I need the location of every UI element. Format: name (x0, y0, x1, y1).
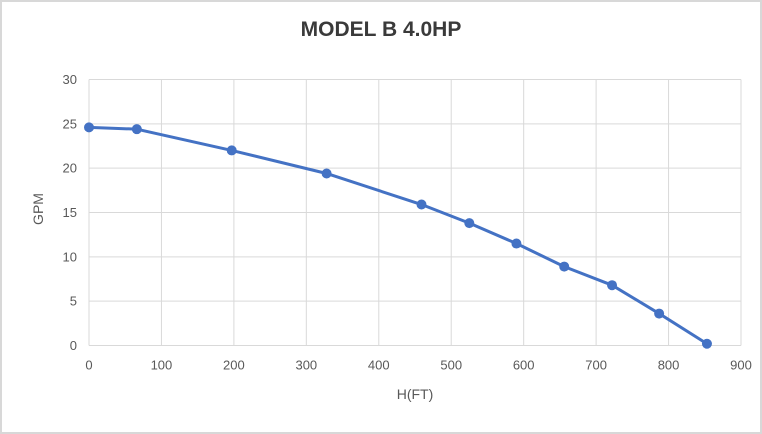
x-tick-label: 400 (368, 358, 390, 373)
x-tick-label: 300 (295, 358, 317, 373)
data-point-marker (607, 280, 618, 291)
y-tick-label: 25 (63, 116, 77, 131)
chart-title: MODEL B 4.0HP (300, 18, 462, 41)
y-axis-title: GPM (30, 193, 46, 225)
data-point-marker (321, 168, 332, 179)
x-tick-label: 200 (223, 358, 245, 373)
x-tick-label: 500 (440, 358, 462, 373)
y-tick-label: 0 (70, 338, 77, 353)
data-point-marker (416, 199, 427, 210)
x-tick-label: 100 (151, 358, 173, 373)
x-tick-label: 600 (513, 358, 535, 373)
series-line (87, 125, 709, 346)
y-tick-label: 20 (63, 161, 77, 176)
data-point-marker (84, 122, 94, 133)
y-tick-label: 10 (63, 249, 77, 264)
data-point-marker (559, 261, 570, 272)
y-tick-label: 15 (63, 205, 77, 220)
data-point-marker (464, 218, 475, 229)
data-point-marker (701, 338, 712, 349)
x-tick-label: 700 (585, 358, 607, 373)
x-tick-label: 800 (658, 358, 680, 373)
data-point-marker (131, 124, 142, 135)
x-axis-title: H(FT) (396, 386, 434, 402)
y-tick-label: 5 (70, 294, 77, 309)
y-tick-label: 30 (63, 72, 77, 87)
x-tick-label: 900 (730, 358, 752, 373)
data-point-marker (654, 308, 665, 319)
data-point-marker (226, 145, 237, 156)
x-tick-label: 0 (85, 358, 92, 373)
data-point-marker (511, 238, 522, 249)
